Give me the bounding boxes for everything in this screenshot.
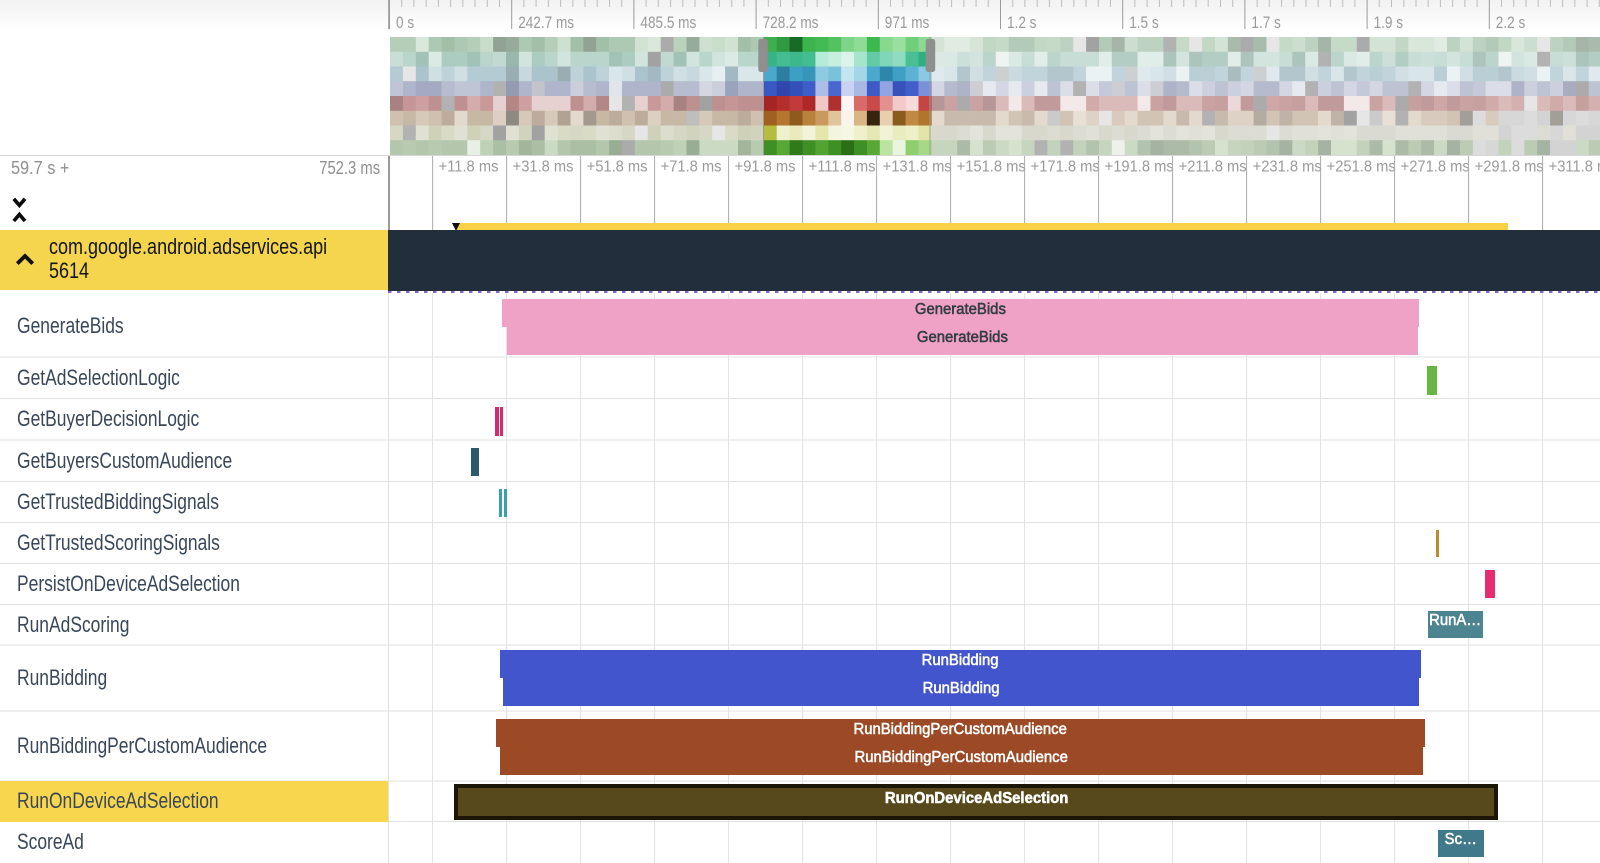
svg-text:+271.8 ms: +271.8 ms bbox=[1401, 158, 1471, 175]
svg-text:+91.8 ms: +91.8 ms bbox=[735, 158, 796, 175]
svg-text:+231.8 ms: +231.8 ms bbox=[1253, 158, 1323, 175]
svg-text:971 ms: 971 ms bbox=[885, 14, 930, 33]
svg-text:+291.8 ms: +291.8 ms bbox=[1475, 158, 1545, 175]
svg-text:+171.8 ms: +171.8 ms bbox=[1031, 158, 1101, 175]
svg-text:1.9 s: 1.9 s bbox=[1374, 14, 1404, 33]
svg-text:+211.8 ms: +211.8 ms bbox=[1179, 158, 1247, 175]
svg-text:485.5 ms: 485.5 ms bbox=[640, 14, 696, 33]
svg-text:+111.8 ms: +111.8 ms bbox=[809, 158, 876, 175]
svg-text:1.2 s: 1.2 s bbox=[1007, 14, 1037, 33]
svg-text:+51.8 ms: +51.8 ms bbox=[587, 158, 648, 175]
svg-text:+251.8 ms: +251.8 ms bbox=[1327, 158, 1397, 175]
svg-text:1.5 s: 1.5 s bbox=[1129, 14, 1159, 33]
svg-text:+31.8 ms: +31.8 ms bbox=[513, 158, 574, 175]
svg-text:728.2 ms: 728.2 ms bbox=[763, 14, 819, 33]
svg-text:+311.8 ms: +311.8 ms bbox=[1549, 158, 1600, 175]
svg-text:+71.8 ms: +71.8 ms bbox=[661, 158, 722, 175]
svg-text:+131.8 ms: +131.8 ms bbox=[883, 158, 953, 175]
svg-text:0 s: 0 s bbox=[396, 14, 414, 33]
svg-text:242.7 ms: 242.7 ms bbox=[518, 14, 574, 33]
svg-text:+191.8 ms: +191.8 ms bbox=[1105, 158, 1175, 175]
svg-text:2.2 s: 2.2 s bbox=[1496, 14, 1526, 33]
svg-text:1.7 s: 1.7 s bbox=[1251, 14, 1281, 33]
svg-text:+11.8 ms: +11.8 ms bbox=[439, 158, 499, 175]
svg-text:+151.8 ms: +151.8 ms bbox=[957, 158, 1027, 175]
